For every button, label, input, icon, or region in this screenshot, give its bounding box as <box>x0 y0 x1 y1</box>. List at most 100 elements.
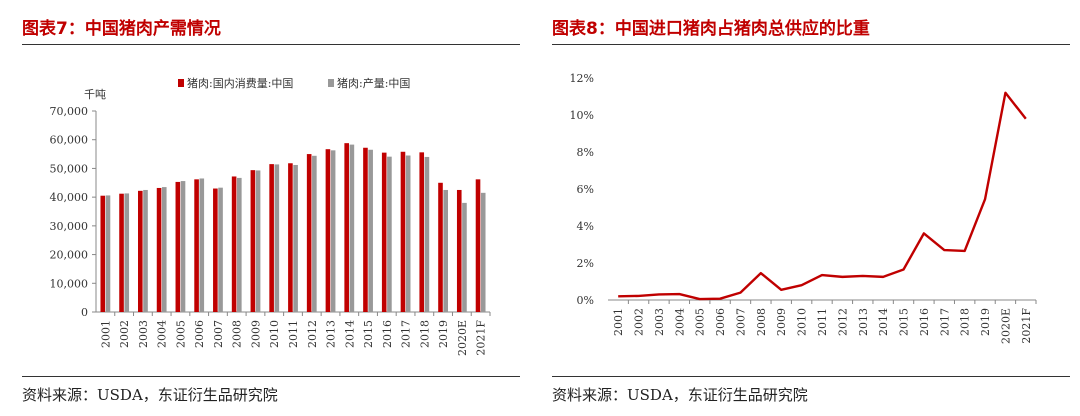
bar-consumption-2001 <box>100 195 106 312</box>
left-title-rule <box>22 44 520 45</box>
x-tick-label: 2019 <box>437 320 450 348</box>
bar-consumption-2010 <box>269 164 274 312</box>
bar-production-2004 <box>161 187 167 312</box>
bar-production-2003 <box>143 189 148 312</box>
bar-production-2020E <box>462 202 467 312</box>
line-chart-import-share: 0% 2% 4% 6% 8% 10% 12% 2001 2002 2003 2004 2005 2006… <box>570 72 1037 344</box>
y-tick-label: 30,000 <box>50 220 89 233</box>
bar-production-2002 <box>124 193 130 312</box>
bar-production-2014 <box>349 144 355 312</box>
bar-production-2001 <box>105 195 111 312</box>
bar-consumption-2007 <box>213 188 218 312</box>
x-tick-label: 2017 <box>400 320 413 348</box>
bar-production-2010 <box>274 164 280 312</box>
bar-consumption-2016 <box>381 152 387 312</box>
bar-production-2005 <box>180 181 186 312</box>
bar-consumption-2009 <box>250 170 256 312</box>
x-tick-label: 2008 <box>231 320 244 348</box>
bar-production-2009 <box>255 170 261 312</box>
bar-consumption-2020E <box>456 189 462 312</box>
x-tick-label: 2001 <box>612 308 625 336</box>
x-tick-label: 2012 <box>836 308 849 336</box>
x-tick-label: 2005 <box>694 308 707 336</box>
x-tick-label: 2006 <box>193 320 206 348</box>
x-tick-label: 2019 <box>979 308 992 336</box>
x-tick-label: 2010 <box>796 308 809 336</box>
bar-production-2015 <box>368 149 373 312</box>
x-tick-label: 2020E <box>456 320 469 356</box>
bar-production-2021F <box>480 192 486 312</box>
bar-consumption-2014 <box>344 143 349 312</box>
x-tick-label: 2007 <box>212 320 225 348</box>
bar-production-2017 <box>405 155 411 312</box>
x-tick-label: 2006 <box>714 308 727 336</box>
left-source-note: 资料来源：USDA，东证衍生品研究院 <box>22 386 278 404</box>
right-source-note: 资料来源：USDA，东证衍生品研究院 <box>552 386 808 404</box>
y-tick-label: 10% <box>570 109 594 122</box>
y-tick-label: 6% <box>577 183 594 196</box>
x-tick-label: 2013 <box>325 320 338 348</box>
right-source-rule <box>552 376 1070 377</box>
bar-consumption-2005 <box>175 181 181 312</box>
x-tick-label: 2018 <box>959 308 972 336</box>
y-tick-label: 50,000 <box>50 162 89 175</box>
bar-consumption-2008 <box>231 176 237 312</box>
bar-consumption-2021F <box>475 179 481 312</box>
x-tick-label: 2008 <box>755 308 768 336</box>
bar-consumption-2018 <box>419 152 425 312</box>
x-tick-label: 2002 <box>633 308 646 336</box>
y-tick-label: 12% <box>570 72 594 85</box>
bar-production-2012 <box>312 155 317 312</box>
x-tick-label: 2010 <box>268 320 281 348</box>
bar-consumption-2012 <box>306 154 312 312</box>
x-tick-label: 2004 <box>156 320 169 348</box>
x-tick-label: 2017 <box>938 308 951 336</box>
bar-production-2006 <box>199 178 205 312</box>
x-tick-label: 2020E <box>999 308 1012 344</box>
y-tick-label: 40,000 <box>50 191 89 204</box>
x-tick-label: 2021F <box>475 320 488 356</box>
bar-consumption-2019 <box>438 182 443 312</box>
x-tick-label: 2002 <box>118 320 131 348</box>
x-tick-label: 2014 <box>343 320 356 348</box>
y-tick-label: 0 <box>81 306 88 319</box>
bar-consumption-2011 <box>288 163 293 312</box>
y-tick-label: 8% <box>577 146 594 159</box>
y-tick-label: 20,000 <box>50 249 89 262</box>
x-tick-label: 2012 <box>306 320 319 348</box>
x-tick-label: 2009 <box>249 320 262 348</box>
legend-swatch-1 <box>178 79 184 87</box>
legend-label-2: 猪肉:产量:中国 <box>337 76 410 90</box>
x-tick-label: 2015 <box>898 308 911 336</box>
left-source-rule <box>22 376 520 377</box>
x-tick-label: 2016 <box>381 320 394 348</box>
x-tick-label: 2003 <box>137 320 150 348</box>
bar-consumption-2004 <box>156 187 162 312</box>
y-tick-label: 70,000 <box>50 105 89 118</box>
bar-consumption-2003 <box>138 190 143 312</box>
left-figure-title: 图表7：中国猪肉产需情况 <box>22 19 221 39</box>
y-tick-label: 10,000 <box>50 277 89 290</box>
bar-production-2007 <box>218 187 223 312</box>
y-tick-label: 2% <box>577 257 594 270</box>
bar-consumption-2013 <box>325 149 331 312</box>
x-tick-label: 2013 <box>857 308 870 336</box>
bar-consumption-2017 <box>400 151 406 312</box>
x-tick-label: 2007 <box>734 308 747 336</box>
bar-production-2008 <box>237 177 242 312</box>
bar-production-2011 <box>293 164 298 312</box>
legend-label-1: 猪肉:国内消费量:中国 <box>187 76 293 90</box>
x-tick-label: 2015 <box>362 320 375 348</box>
bar-production-2013 <box>330 150 336 312</box>
x-tick-label: 2011 <box>287 320 300 348</box>
x-tick-label: 2016 <box>918 308 931 336</box>
y-axis-unit-label: 千吨 <box>84 88 106 101</box>
bar-consumption-2002 <box>119 193 124 312</box>
bar-consumption-2006 <box>194 179 199 312</box>
bar-production-2019 <box>443 189 448 312</box>
x-tick-label: 2021F <box>1020 308 1033 344</box>
left-panel: 图表7：中国猪肉产需情况 猪肉:国内消费量:中国 猪肉:产量:中国千吨 0 10,00… <box>0 0 530 416</box>
x-tick-label: 2001 <box>99 320 112 348</box>
right-title-rule <box>552 44 1070 45</box>
